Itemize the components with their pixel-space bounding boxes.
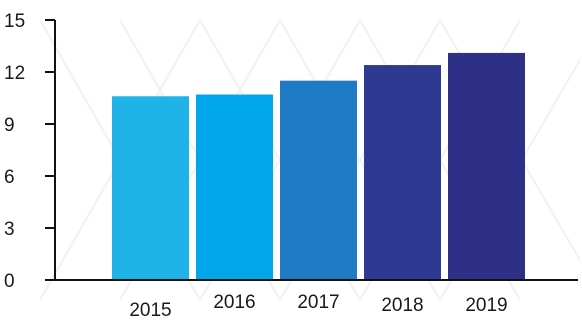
y-tick-label: 6 xyxy=(4,167,15,188)
y-tick-label: 12 xyxy=(4,63,25,84)
x-tick-label: 2018 xyxy=(381,295,423,316)
y-tick-label: 15 xyxy=(4,11,25,32)
x-tick-label: 2017 xyxy=(297,292,339,313)
y-tick-label: 3 xyxy=(4,219,15,240)
y-axis-ticks: 0 3 6 9 12 15 xyxy=(4,11,55,292)
bar-2015 xyxy=(112,96,189,281)
x-axis-ticks: 2015 2016 2017 2018 2019 xyxy=(129,292,507,320)
y-tick-label: 9 xyxy=(4,115,15,136)
bars-group xyxy=(112,52,525,281)
bar-2019 xyxy=(448,52,525,280)
x-tick-label: 2016 xyxy=(213,292,255,313)
bar-2018 xyxy=(364,65,441,280)
bar-2016 xyxy=(196,94,273,281)
x-tick-label: 2015 xyxy=(129,300,171,320)
y-tick-label: 0 xyxy=(4,271,15,292)
x-tick-label: 2019 xyxy=(465,295,507,316)
bar-2017 xyxy=(280,80,357,281)
